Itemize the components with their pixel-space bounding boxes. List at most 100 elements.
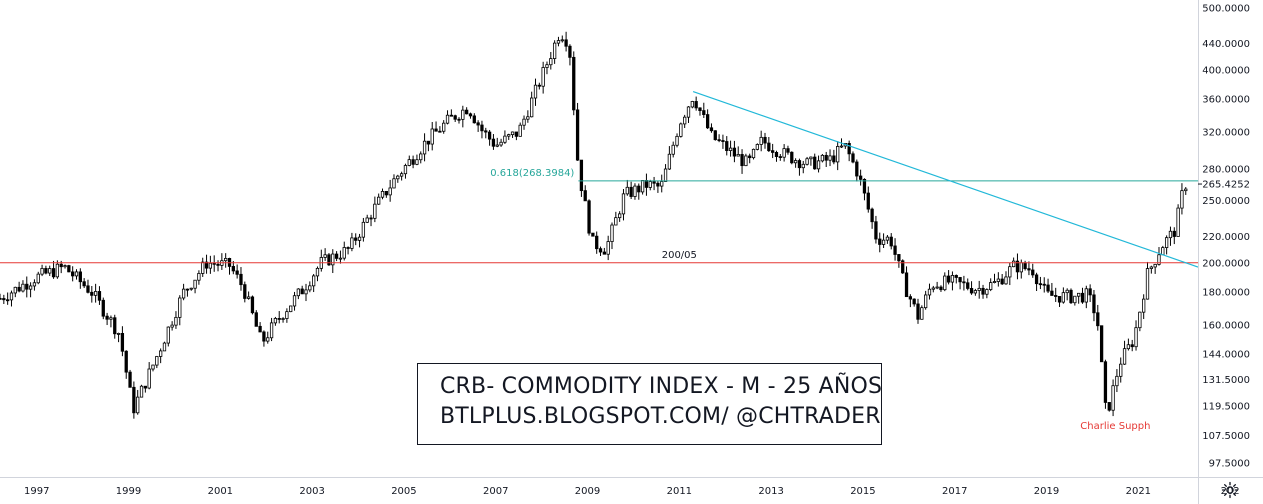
candle: [851, 151, 855, 164]
gear-icon[interactable]: [1221, 481, 1239, 499]
candle: [499, 138, 503, 147]
candle-body: [28, 285, 33, 290]
candle-body: [40, 268, 44, 275]
candle-body: [598, 248, 603, 253]
candle-body: [128, 371, 132, 388]
candle: [587, 199, 591, 236]
candle-body: [644, 180, 649, 188]
candle: [1088, 284, 1092, 303]
candle-body: [774, 152, 779, 157]
candle: [185, 288, 190, 297]
candle: [132, 381, 136, 419]
candle-body: [610, 224, 614, 242]
candle-body: [1096, 312, 1100, 327]
candle-body: [881, 239, 886, 245]
candle: [55, 260, 60, 279]
candle-body: [415, 159, 419, 165]
candle-body: [809, 156, 813, 160]
candle: [269, 317, 274, 342]
candle: [637, 183, 641, 200]
candle-body: [461, 109, 465, 120]
candle-body: [640, 180, 645, 193]
candle-body: [797, 160, 802, 169]
candle: [1111, 379, 1115, 417]
candle-body: [90, 291, 94, 296]
candle-body: [977, 287, 981, 291]
candle-body: [522, 118, 526, 126]
candle-body: [782, 148, 786, 158]
candle-body: [1122, 348, 1127, 365]
candle: [725, 136, 729, 156]
candle: [426, 140, 431, 152]
y-tick-label: 131.5000: [1202, 375, 1250, 386]
candle: [717, 134, 721, 143]
candle: [989, 278, 993, 292]
candle-body: [862, 178, 867, 194]
candle: [572, 51, 576, 116]
candle-body: [120, 333, 125, 352]
candle-body: [575, 109, 580, 161]
candle: [82, 278, 86, 289]
candle-body: [935, 286, 939, 289]
candle-body: [503, 135, 507, 143]
candle-body: [679, 123, 683, 137]
candle: [1084, 285, 1088, 309]
candle: [694, 96, 698, 111]
candle-body: [480, 124, 484, 132]
candle: [304, 283, 308, 302]
candle-body: [813, 156, 817, 170]
candle: [204, 254, 209, 274]
candle-body: [1115, 375, 1119, 387]
candle-body: [816, 160, 821, 170]
candle: [801, 160, 805, 174]
candle-body: [732, 147, 737, 157]
candle: [702, 102, 706, 118]
candle: [1122, 340, 1127, 365]
candle: [1046, 278, 1050, 294]
candle: [1176, 204, 1180, 237]
candle-body: [728, 147, 733, 151]
candle: [78, 268, 82, 289]
candle-body: [327, 254, 331, 266]
candle: [36, 271, 40, 285]
candle: [793, 158, 798, 168]
title-line-2: BTLPLUS.BLOGSPOT.COM/ @CHTRADER: [440, 404, 881, 429]
candle-body: [74, 271, 79, 277]
candle: [239, 267, 243, 291]
candle: [346, 246, 350, 255]
candle-body: [874, 221, 878, 240]
candle: [262, 330, 266, 347]
candle: [308, 281, 312, 293]
y-tick-label: 360.0000: [1202, 95, 1250, 106]
candle-body: [828, 155, 832, 161]
candle-body: [602, 251, 606, 255]
candle: [656, 180, 660, 193]
candle-body: [583, 190, 587, 202]
candle: [415, 154, 419, 166]
candle-body: [350, 237, 354, 249]
candle-body: [388, 187, 392, 196]
candle: [1161, 245, 1165, 256]
candle: [384, 190, 388, 198]
candle: [181, 283, 186, 301]
candle-body: [277, 318, 281, 320]
candle-body: [748, 155, 752, 159]
candle: [327, 253, 331, 266]
candle: [438, 126, 442, 133]
candle-body: [63, 265, 67, 268]
candle-body: [721, 140, 725, 142]
candle-body: [790, 151, 794, 164]
candle: [568, 44, 572, 66]
candle-body: [545, 64, 549, 68]
candle: [9, 290, 14, 307]
candle-body: [973, 290, 978, 294]
candle: [1168, 226, 1173, 246]
candle-body: [591, 232, 595, 237]
candle: [116, 332, 121, 343]
candle-body: [101, 299, 105, 317]
candle-body: [231, 266, 235, 272]
candle-body: [304, 289, 308, 295]
candle-body: [870, 208, 874, 223]
x-tick-label: 2009: [575, 486, 600, 497]
